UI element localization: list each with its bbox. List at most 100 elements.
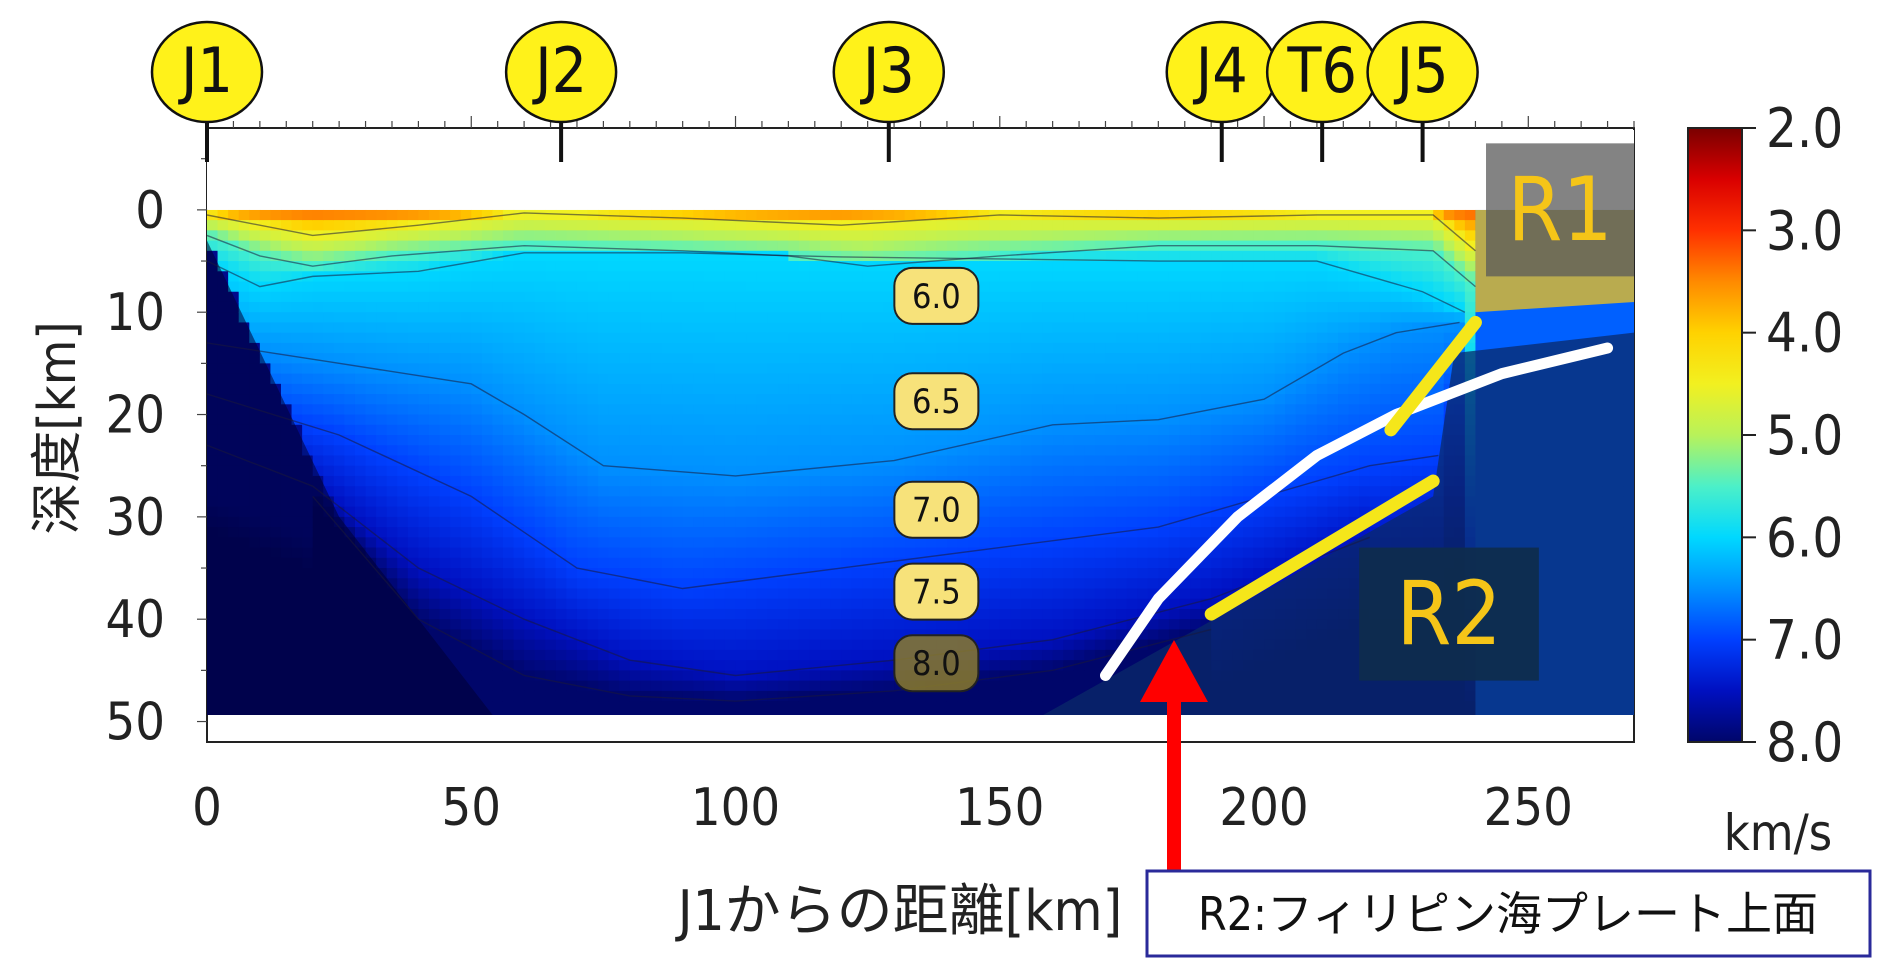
velocity-cell: [724, 240, 737, 252]
velocity-cell: [587, 404, 599, 416]
velocity-cell: [1020, 332, 1033, 344]
velocity-cell: [365, 281, 377, 293]
velocity-cell: [1200, 598, 1212, 610]
velocity-cell: [1031, 588, 1043, 600]
velocity-cell: [1232, 332, 1244, 344]
velocity-cell: [1031, 435, 1043, 446]
velocity-cell: [883, 619, 895, 631]
velocity-cell: [513, 506, 525, 518]
velocity-cell: [238, 261, 250, 272]
velocity-cell: [312, 445, 324, 457]
velocity-cell: [492, 506, 504, 518]
velocity-cell: [1221, 363, 1233, 375]
velocity-cell: [249, 261, 261, 272]
velocity-cell: [471, 342, 483, 354]
velocity-cell: [397, 332, 409, 344]
velocity-cell: [735, 475, 747, 487]
velocity-cell: [746, 250, 758, 262]
velocity-cell: [1052, 547, 1064, 559]
velocity-cell: [502, 701, 515, 712]
velocity-cell: [989, 680, 1001, 692]
velocity-cell: [365, 373, 377, 385]
velocity-cell: [513, 701, 525, 712]
velocity-cell: [872, 660, 885, 671]
velocity-cell: [1158, 537, 1170, 549]
velocity-cell: [1190, 373, 1202, 385]
velocity-cell: [968, 445, 980, 457]
velocity-cell: [756, 424, 768, 436]
velocity-cell: [650, 639, 663, 651]
velocity-cell: [672, 312, 684, 324]
velocity-cell: [820, 660, 832, 671]
velocity-cell: [566, 578, 578, 590]
velocity-cell: [608, 281, 620, 293]
velocity-cell: [724, 414, 737, 426]
velocity-cell: [1105, 332, 1117, 344]
velocity-cell: [1242, 516, 1255, 528]
velocity-cell: [650, 465, 663, 477]
velocity-cell: [1052, 261, 1064, 272]
velocity-cell: [481, 506, 493, 518]
velocity-cell: [1020, 670, 1033, 682]
velocity-cell: [439, 240, 451, 252]
velocity-cell: [851, 373, 863, 385]
velocity-cell: [270, 291, 282, 303]
velocity-cell: [460, 383, 472, 395]
velocity-cell: [1031, 475, 1043, 487]
velocity-cell: [1084, 506, 1096, 518]
velocity-cell: [513, 475, 525, 487]
velocity-cell: [270, 301, 282, 313]
velocity-cell: [545, 660, 557, 671]
velocity-cell: [555, 414, 567, 426]
velocity-cell: [280, 301, 293, 313]
velocity-cell: [386, 291, 398, 303]
velocity-cell: [862, 394, 874, 405]
velocity-cell: [883, 435, 895, 446]
velocity-cell: [1084, 261, 1096, 272]
velocity-cell: [513, 690, 525, 702]
velocity-cell: [471, 465, 483, 477]
velocity-cell: [418, 240, 430, 252]
velocity-cell: [238, 291, 250, 303]
velocity-cell: [1147, 578, 1159, 590]
velocity-cell: [450, 312, 462, 324]
velocity-cell: [555, 608, 567, 620]
velocity-cell: [756, 271, 768, 283]
velocity-cell: [1179, 557, 1191, 569]
velocity-cell: [735, 680, 747, 692]
velocity-cell: [1232, 537, 1244, 549]
velocity-cell: [999, 690, 1011, 702]
velocity-cell: [1052, 578, 1064, 590]
velocity-cell: [883, 537, 895, 549]
velocity-cell: [333, 455, 346, 467]
velocity-cell: [312, 240, 324, 252]
velocity-cell: [1179, 516, 1191, 528]
velocity-cell: [894, 629, 906, 641]
velocity-cell: [1232, 496, 1244, 508]
velocity-cell: [925, 230, 937, 242]
velocity-cell: [894, 711, 906, 715]
velocity-cell: [1042, 394, 1054, 405]
velocity-cell: [460, 414, 472, 426]
velocity-cell: [650, 342, 663, 354]
velocity-cell: [693, 568, 705, 579]
velocity-cell: [883, 711, 895, 715]
velocity-cell: [1147, 281, 1159, 293]
velocity-cell: [492, 455, 504, 467]
velocity-cell: [798, 608, 811, 620]
velocity-cell: [1105, 220, 1117, 231]
velocity-cell: [323, 240, 335, 252]
velocity-cell: [714, 332, 726, 344]
velocity-cell: [682, 281, 694, 293]
velocity-cell: [587, 312, 599, 324]
velocity-cell: [693, 537, 705, 549]
velocity-cell: [502, 629, 515, 641]
velocity-cell: [1211, 496, 1223, 508]
velocity-cell: [439, 250, 451, 262]
velocity-cell: [830, 342, 842, 354]
velocity-cell: [1158, 414, 1170, 426]
velocity-cell: [439, 301, 451, 313]
velocity-cell: [333, 209, 346, 221]
velocity-cell: [587, 414, 599, 426]
velocity-cell: [323, 230, 335, 242]
